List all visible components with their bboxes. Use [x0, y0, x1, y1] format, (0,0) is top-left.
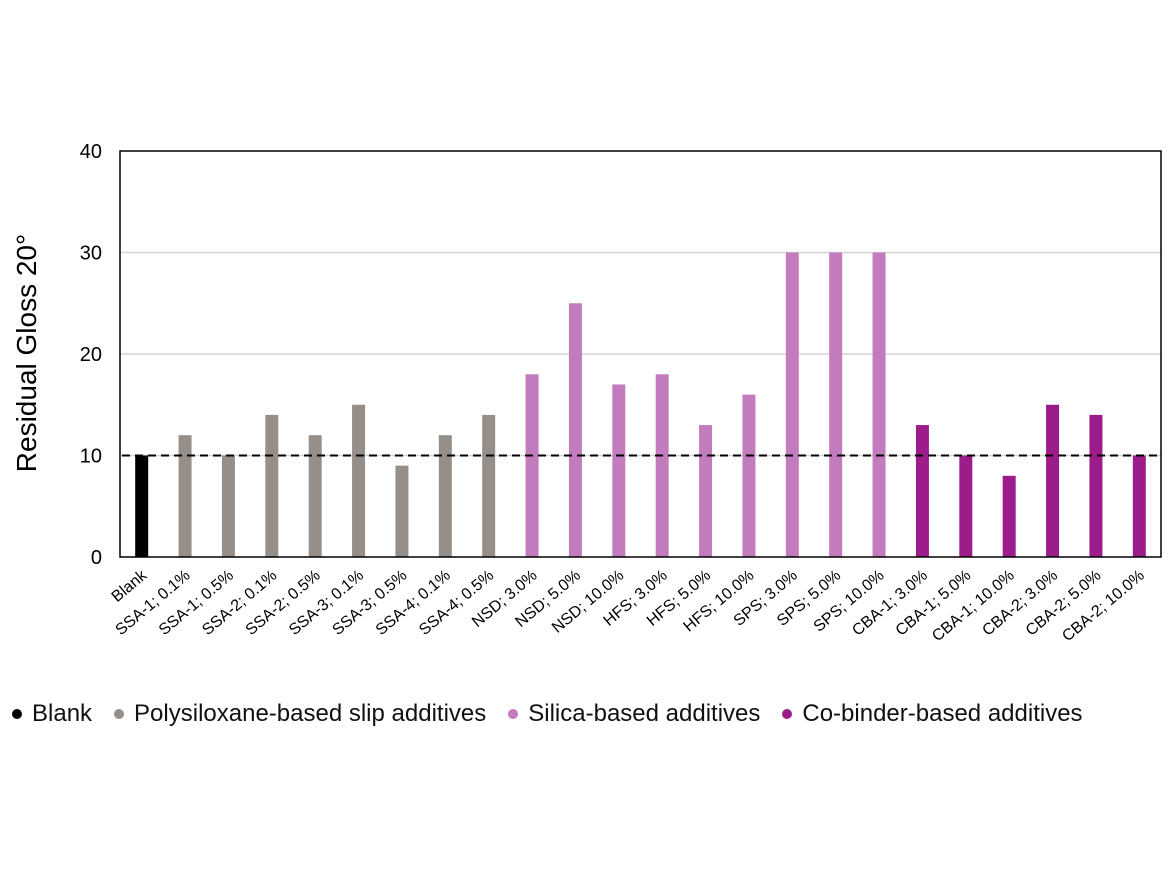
legend-item: Co-binder-based additives: [782, 700, 1083, 728]
bar: [1046, 404, 1060, 557]
legend-item: Polysiloxane-based slip additives: [114, 700, 486, 728]
x-tick-label: SSA-4; 0.5%: [416, 567, 497, 639]
bars: [135, 252, 1146, 557]
bar: [1089, 414, 1103, 557]
x-tick-label: SSA-4; 0.1%: [373, 567, 454, 639]
legend-label: Polysiloxane-based slip additives: [134, 700, 487, 727]
y-tick-label: 0: [91, 547, 102, 569]
bar: [959, 455, 973, 557]
y-axis-label: Residual Gloss 20°: [11, 234, 42, 472]
y-tick-label: 40: [80, 141, 102, 163]
bar: [785, 252, 799, 557]
x-tick-label: SSA-3; 0.5%: [329, 567, 410, 639]
bar: [308, 435, 322, 557]
plot-frame: [119, 150, 1162, 558]
bar: [482, 414, 496, 557]
bar: [872, 252, 886, 557]
bar: [612, 384, 626, 557]
bar: [221, 455, 235, 557]
bar: [699, 425, 713, 557]
bar: [655, 374, 669, 557]
legend-label: Silica-based additives: [528, 700, 761, 727]
bar: [178, 435, 192, 557]
legend-swatch: [114, 709, 125, 719]
x-tick-label: SSA-1; 0.5%: [156, 567, 237, 639]
legend-swatch: [12, 709, 22, 719]
legend-label: Blank: [32, 700, 93, 727]
x-tick-label: SSA-2; 0.5%: [243, 567, 324, 639]
x-tick-label: SSA-1; 0.1%: [113, 567, 194, 639]
bar: [352, 404, 366, 557]
bar: [438, 435, 452, 557]
bar: [742, 394, 756, 557]
y-axis-ticks: 0 10 20 30 40: [80, 141, 102, 569]
bar: [915, 425, 929, 557]
legend: Blank Polysiloxane-based slip additives Si…: [12, 697, 1170, 731]
y-tick-label: 20: [80, 344, 102, 366]
legend-item: Silica-based additives: [508, 700, 760, 728]
bar: [265, 414, 279, 557]
bar: [135, 455, 149, 557]
x-tick-label: SSA-3; 0.1%: [286, 567, 367, 639]
bar: [395, 465, 409, 557]
legend-swatch: [782, 709, 793, 719]
legend-swatch: [508, 709, 519, 719]
bar: [568, 303, 582, 557]
bar: [1132, 455, 1146, 557]
bar: [525, 374, 539, 557]
y-tick-label: 30: [80, 243, 102, 265]
bar: [1002, 475, 1016, 557]
y-tick-label: 10: [80, 446, 102, 468]
bar: [829, 252, 843, 557]
x-tick-label: SSA-2; 0.1%: [199, 567, 280, 639]
legend-item: Blank: [12, 700, 92, 728]
legend-label: Co-binder-based additives: [802, 700, 1083, 727]
